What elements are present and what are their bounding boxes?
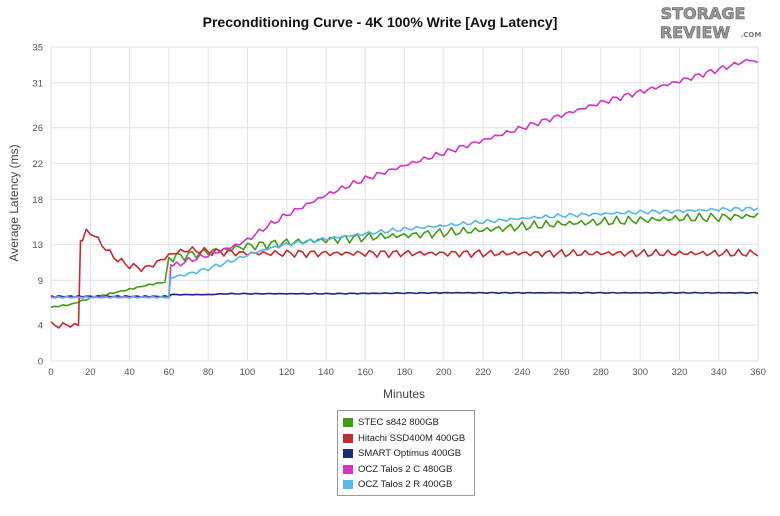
logo-line1: STORAGE [661, 4, 746, 23]
legend-label: Hitachi SSD400M 400GB [358, 432, 466, 444]
y-tick-label: 9 [38, 276, 43, 287]
storagereview-logo: STORAGE REVIEW .COM [660, 4, 762, 43]
y-tick-labels: 0 4 9 13 18 22 26 31 35 [32, 43, 43, 368]
chart-title: Preconditioning Curve - 4K 100% Write [A… [203, 14, 558, 30]
x-tick-label: 140 [318, 367, 334, 378]
y-tick-label: 35 [32, 43, 43, 54]
series-lines [50, 58, 759, 329]
legend: STEC s842 800GB Hitachi SSD400M 400GB SMAR… [337, 410, 475, 496]
series-line [50, 212, 759, 308]
y-tick-label: 26 [32, 123, 43, 134]
x-tick-labels: 0 20 40 60 80 100 120 140 160 180 200 220 240 260 280 3… [48, 367, 766, 378]
x-tick-label: 100 [239, 367, 255, 378]
logo-suffix: .COM [741, 31, 762, 39]
legend-label: STEC s842 800GB [358, 417, 439, 429]
legend-swatch [343, 418, 353, 428]
legend-item: STEC s842 800GB [343, 415, 469, 431]
y-tick-label: 4 [38, 321, 43, 332]
x-tick-label: 180 [397, 367, 413, 378]
x-tick-label: 280 [593, 367, 609, 378]
legend-swatch [343, 480, 353, 490]
legend-item: OCZ Talos 2 C 480GB [343, 462, 469, 478]
grid [50, 46, 759, 362]
x-tick-label: 0 [48, 367, 53, 378]
x-tick-label: 120 [279, 367, 295, 378]
series-line [50, 228, 759, 329]
x-tick-label: 340 [711, 367, 727, 378]
legend-swatch [343, 464, 353, 474]
x-tick-label: 240 [514, 367, 530, 378]
y-tick-label: 13 [32, 240, 43, 251]
y-tick-label: 22 [32, 159, 43, 170]
x-tick-label: 80 [203, 367, 214, 378]
y-tick-label: 18 [32, 195, 43, 206]
legend-label: OCZ Talos 2 R 400GB [358, 479, 453, 491]
x-tick-label: 360 [750, 367, 766, 378]
x-tick-label: 160 [357, 367, 373, 378]
x-axis-label: Minutes [383, 387, 425, 401]
legend-label: SMART Optimus 400GB [358, 448, 462, 460]
legend-swatch [343, 433, 353, 443]
legend-item: OCZ Talos 2 R 400GB [343, 477, 469, 493]
y-axis-label: Average Latency (ms) [7, 144, 21, 261]
x-tick-label: 200 [436, 367, 452, 378]
legend-swatch [343, 449, 353, 459]
x-tick-label: 300 [632, 367, 648, 378]
x-tick-label: 40 [124, 367, 135, 378]
x-tick-label: 60 [164, 367, 175, 378]
y-tick-label: 0 [38, 357, 43, 368]
x-tick-label: 20 [85, 367, 96, 378]
y-tick-label: 31 [32, 78, 43, 89]
legend-item: SMART Optimus 400GB [343, 446, 469, 462]
x-tick-label: 260 [554, 367, 570, 378]
x-tick-label: 320 [672, 367, 688, 378]
series-line [50, 206, 759, 299]
legend-label: OCZ Talos 2 C 480GB [358, 463, 453, 475]
x-tick-label: 220 [475, 367, 491, 378]
logo-line2: REVIEW [660, 23, 731, 42]
legend-item: Hitachi SSD400M 400GB [343, 431, 469, 447]
